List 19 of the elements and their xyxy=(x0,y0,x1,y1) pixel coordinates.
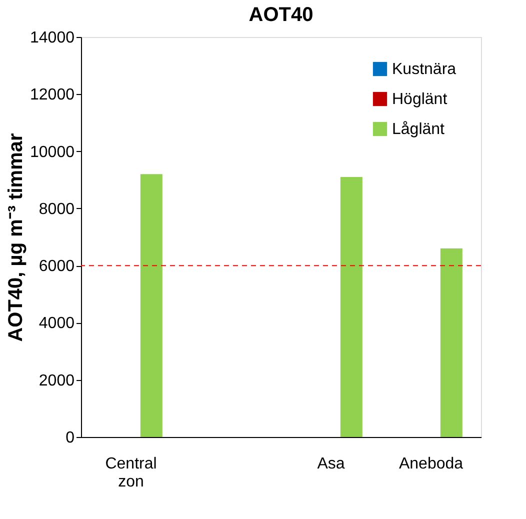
y-tick-label: 12000 xyxy=(30,86,75,104)
y-tick-label: 6000 xyxy=(38,258,75,276)
y-axis-title: AOT40, µg m⁻³ timmar xyxy=(5,133,28,342)
y-tick-label: 10000 xyxy=(30,144,75,161)
x-tick-label: Asa xyxy=(317,456,345,472)
bar xyxy=(140,174,162,437)
legend-label: Kustnära xyxy=(392,61,456,78)
legend-label: Låglänt xyxy=(392,121,446,138)
legend-label: Höglänt xyxy=(392,91,448,108)
y-tick-label: 4000 xyxy=(38,315,75,332)
x-tick-label: Central zon xyxy=(105,456,157,490)
chart-title: AOT40 xyxy=(248,4,314,26)
bar xyxy=(440,248,462,437)
bar xyxy=(340,177,362,437)
y-tick-label: 8000 xyxy=(38,200,75,218)
x-tick-label: Aneboda xyxy=(398,456,464,472)
y-tick-label: 2000 xyxy=(38,372,75,390)
y-tick-label: 14000 xyxy=(30,30,75,46)
y-tick-label: 0 xyxy=(66,430,75,446)
